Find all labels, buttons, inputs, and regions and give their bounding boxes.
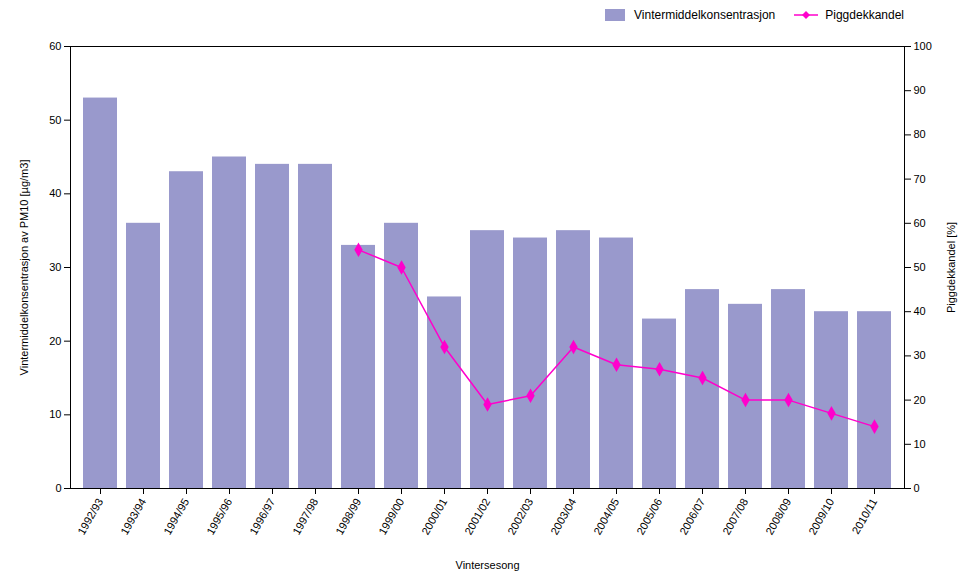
svg-text:2001/02: 2001/02 [462,496,492,536]
svg-text:30: 30 [914,349,926,361]
svg-text:2010/11: 2010/11 [849,496,879,536]
svg-text:1997/98: 1997/98 [290,496,320,536]
svg-text:100: 100 [914,40,932,52]
svg-text:1992/93: 1992/93 [75,496,105,536]
svg-text:0: 0 [914,482,920,494]
svg-text:1993/94: 1993/94 [118,496,148,536]
svg-text:90: 90 [914,84,926,96]
svg-text:1996/97: 1996/97 [247,496,277,536]
svg-text:20: 20 [914,394,926,406]
svg-text:10: 10 [49,408,61,420]
svg-text:40: 40 [914,305,926,317]
svg-text:70: 70 [914,173,926,185]
html-text:Vintermiddelkonsentrasjon: Vintermiddelkonsentrasjon [634,8,776,22]
svg-text:1998/99: 1998/99 [333,496,363,536]
svg-text:2007/08: 2007/08 [720,496,750,536]
svg-text:50: 50 [49,114,61,126]
svg-text:2008/09: 2008/09 [763,496,793,536]
svg-text:Piggdekkandel [%]: Piggdekkandel [%] [945,222,957,313]
svg-text:1999/00: 1999/00 [376,496,406,536]
svg-text:2002/03: 2002/03 [505,496,535,536]
svg-text:30: 30 [49,261,61,273]
svg-text:60: 60 [49,40,61,52]
svg-text:2000/01: 2000/01 [419,496,449,536]
svg-text:10: 10 [914,438,926,450]
svg-text:2006/07: 2006/07 [677,496,707,536]
svg-text:80: 80 [914,128,926,140]
svg-text:2003/04: 2003/04 [548,496,578,536]
svg-text:20: 20 [49,335,61,347]
svg-text:40: 40 [49,187,61,199]
svg-text:0: 0 [55,482,61,494]
svg-text:2009/10: 2009/10 [806,496,836,536]
svg-text:2005/06: 2005/06 [634,496,664,536]
svg-text:Vintermiddelkonsentrasjon av P: Vintermiddelkonsentrasjon av PM10 [µg/m3… [18,160,30,376]
svg-text:Vintersesong: Vintersesong [455,559,519,571]
svg-text:1994/95: 1994/95 [161,496,191,536]
svg-text:1995/96: 1995/96 [204,496,234,536]
svg-text:2004/05: 2004/05 [591,496,621,536]
svg-text:50: 50 [914,261,926,273]
html-text:Piggdekkandel: Piggdekkandel [825,8,904,22]
svg-text:60: 60 [914,217,926,229]
